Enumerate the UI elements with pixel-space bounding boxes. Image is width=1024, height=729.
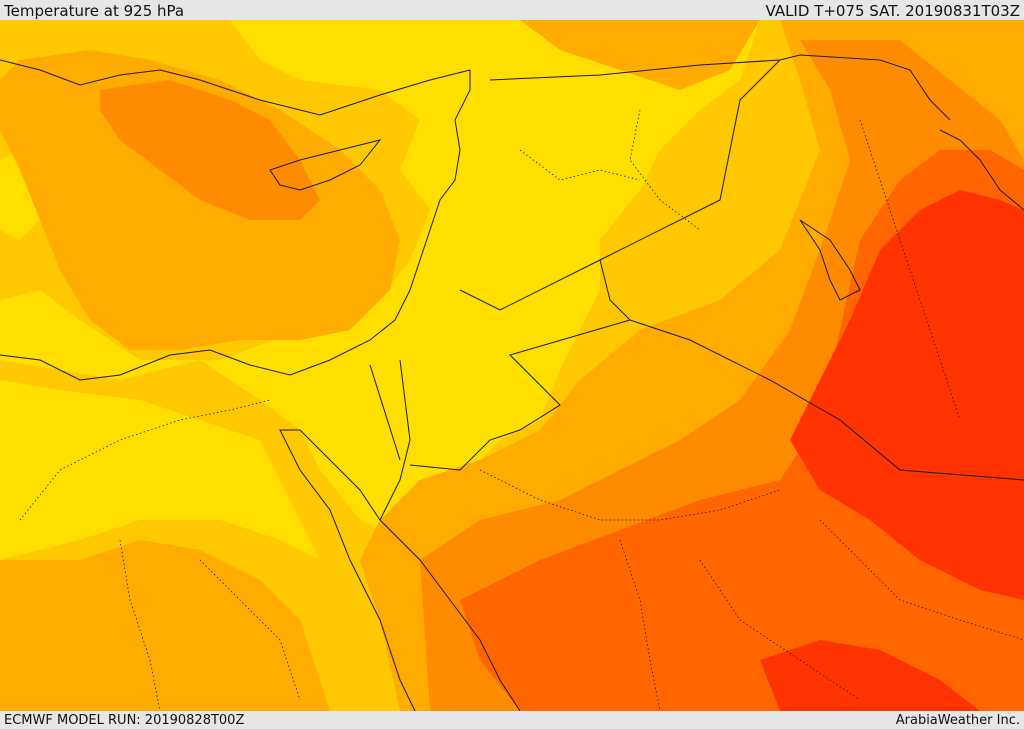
border	[409, 259, 631, 471]
coastline	[0, 59, 471, 116]
map-title: Temperature at 925 hPa	[4, 2, 185, 20]
province-boundary	[519, 149, 641, 181]
province-boundary	[199, 559, 301, 701]
coastline	[379, 519, 521, 711]
header-bar: Temperature at 925 hPa VALID T+075 SAT. …	[0, 0, 1024, 20]
temperature-zone-yellow	[0, 380, 320, 560]
coastline	[379, 359, 411, 521]
province-boundary	[859, 119, 961, 421]
coastline	[799, 219, 861, 301]
border	[459, 59, 781, 311]
coastline	[279, 429, 416, 711]
temperature-zone-dark-orange	[100, 80, 320, 220]
province-boundary	[629, 109, 701, 231]
coastline	[939, 129, 1024, 211]
valid-time: VALID T+075 SAT. 20190831T03Z	[765, 2, 1020, 20]
province-boundary	[819, 519, 1024, 641]
temperature-zone-orange	[520, 20, 760, 90]
temperature-zone-yellow	[430, 90, 620, 230]
province-boundary	[479, 469, 781, 521]
province-boundary	[19, 399, 271, 521]
coastline	[269, 139, 382, 191]
temperature-zone-red	[760, 640, 980, 711]
coastline	[0, 70, 471, 381]
province-boundary	[119, 539, 161, 711]
model-run-label: ECMWF MODEL RUN: 20190828T00Z	[4, 713, 245, 728]
footer-bar: ECMWF MODEL RUN: 20190828T00Z ArabiaWeat…	[0, 711, 1024, 729]
temperature-zone-red	[790, 190, 1024, 600]
province-boundary	[699, 559, 861, 701]
border	[629, 319, 1024, 481]
border	[489, 54, 951, 121]
temperature-zone-orange	[0, 540, 330, 711]
credit-label: ArabiaWeather Inc.	[895, 713, 1020, 728]
map-canvas	[0, 20, 1024, 711]
border	[369, 364, 401, 461]
temperature-map	[0, 20, 1024, 711]
